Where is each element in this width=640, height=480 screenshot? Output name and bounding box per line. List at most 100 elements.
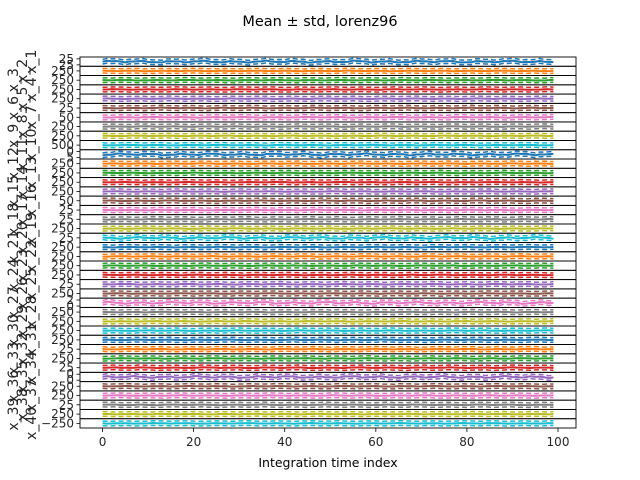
y-axis-label-x_37: x_37 (24, 379, 40, 412)
series-x_39 (102, 410, 554, 418)
series-x_22 (102, 252, 554, 260)
upper-std-line (102, 392, 554, 395)
series-x_11 (102, 150, 554, 159)
mean-line (102, 106, 554, 110)
series-x_10 (102, 141, 554, 149)
mean-line (102, 366, 554, 370)
subplot-x_16: 50 x_16 (24, 184, 577, 217)
series-x_6 (102, 104, 554, 112)
lower-std-line (102, 294, 554, 297)
upper-std-line (102, 206, 554, 209)
upper-std-line (102, 150, 554, 154)
series-x_29 (102, 317, 554, 325)
subplot-x_17: 25 x_17 (15, 193, 577, 227)
y-tick-label: 250 (51, 379, 74, 393)
upper-std-line (102, 113, 554, 117)
y-tick-label: 250 (51, 129, 74, 143)
y-axis-label-x_13: x_13 (24, 156, 40, 189)
upper-std-line (102, 57, 554, 62)
y-axis-label-x_11: x_11 (15, 138, 31, 171)
lower-std-line (102, 276, 554, 279)
upper-std-line (102, 345, 554, 349)
mean-line (102, 403, 554, 407)
series-x_14 (102, 178, 554, 186)
y-axis-label-x_38: x_38 (15, 388, 31, 421)
subplot-x_35: 00 x_35 (15, 360, 577, 394)
y-tick-label: 0 (66, 373, 74, 387)
lower-std-line (102, 257, 554, 260)
y-tick-label: 25 (59, 52, 74, 66)
upper-std-line (102, 355, 554, 358)
upper-std-line (102, 123, 554, 126)
lower-std-line (102, 174, 554, 177)
subplot-x_8: 250 x_8 (15, 114, 577, 139)
series-x_12 (102, 160, 554, 168)
mean-line (102, 78, 554, 82)
mean-line (102, 347, 554, 351)
y-tick-label: 250 (51, 64, 74, 78)
lower-std-line (102, 229, 554, 233)
mean-line (102, 329, 554, 332)
y-tick-label: 5 (66, 151, 74, 165)
y-axis-label-x_30: x_30 (6, 314, 22, 347)
mean-line (102, 152, 554, 157)
y-axis-label-x_5: x_5 (15, 87, 31, 111)
upper-std-line (102, 419, 554, 423)
series-x_40 (102, 419, 554, 427)
y-axis-label-x_33: x_33 (6, 342, 22, 375)
lower-std-line (102, 266, 554, 270)
mean-line (102, 255, 554, 258)
y-tick-label: 250 (51, 184, 74, 198)
lower-std-line (102, 118, 554, 121)
y-tick-label: 25 (59, 231, 74, 245)
lower-std-line (102, 350, 554, 353)
y-tick-label: 25 (59, 203, 74, 217)
subplot-x_19: 250 x_19 (24, 212, 577, 245)
subplot-x_36: 250 x_36 (6, 370, 577, 403)
y-tick-label: 25 (59, 101, 74, 115)
y-axis-label-x_18: x_18 (6, 203, 22, 236)
mean-line (102, 374, 554, 380)
upper-std-line (102, 327, 554, 330)
y-axis-label-x_27: x_27 (6, 286, 22, 319)
mean-line (102, 273, 554, 277)
lower-std-line (102, 341, 554, 344)
y-axis-label-x_36: x_36 (6, 370, 22, 403)
subplot-x_34: 25 x_34 (24, 351, 577, 384)
subplot-x_7: 50 x_7 (24, 105, 577, 129)
series-x_38 (102, 401, 554, 409)
subplot-x_10: 500 x_10 (24, 129, 577, 162)
y-axis-label-x_8: x_8 (15, 114, 31, 138)
y-tick-label: 250 (51, 324, 74, 338)
upper-std-line (102, 262, 554, 265)
y-tick-label: 250 (51, 82, 74, 96)
series-x_24 (102, 271, 554, 279)
subplot-x_20: 25 x_20 (15, 221, 577, 254)
series-x_33 (102, 355, 554, 362)
upper-std-line (102, 233, 554, 238)
series-x_18 (102, 215, 554, 223)
upper-std-line (102, 197, 554, 200)
mean-line (102, 162, 554, 166)
upper-std-line (102, 178, 554, 182)
lower-std-line (102, 285, 554, 288)
lower-std-line (102, 313, 554, 316)
subplot-x_4: 250 x_4 (24, 77, 577, 102)
x-tick-label: 40 (277, 435, 292, 449)
series-x_31 (102, 336, 554, 344)
mean-line (102, 143, 554, 147)
y-tick-label: 250 (51, 222, 74, 236)
mean-line (102, 235, 554, 240)
mean-line (102, 384, 554, 388)
upper-std-line (102, 67, 554, 70)
series-x_27 (102, 298, 554, 307)
mean-line (102, 171, 554, 175)
lower-std-line (102, 164, 554, 168)
upper-std-line (102, 95, 554, 98)
series-x_19 (102, 225, 554, 233)
y-tick-label: 250 (51, 166, 74, 180)
series-x_36 (102, 382, 554, 390)
series-x_21 (102, 243, 554, 251)
series-x_20 (102, 233, 554, 243)
